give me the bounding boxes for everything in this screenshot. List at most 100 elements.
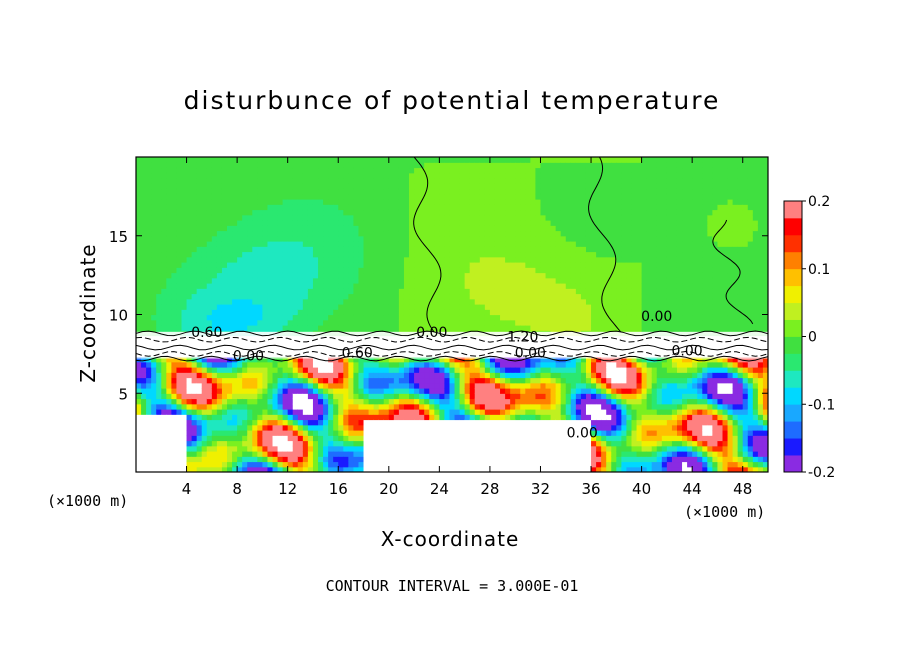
heatmap-cell xyxy=(444,388,451,394)
heatmap-cell xyxy=(237,361,243,368)
heatmap-cell xyxy=(141,403,147,410)
heatmap-cell xyxy=(449,272,456,279)
heatmap-cell xyxy=(378,293,385,300)
heatmap-cell xyxy=(237,304,243,310)
heatmap-cell xyxy=(353,377,360,384)
heatmap-cell xyxy=(297,325,304,331)
heatmap-cell xyxy=(252,251,258,258)
heatmap-cell xyxy=(403,251,410,258)
heatmap-cell xyxy=(227,367,233,373)
heatmap-cell xyxy=(530,382,537,389)
heatmap-cell xyxy=(227,283,233,289)
heatmap-cell xyxy=(403,356,410,363)
heatmap-cell xyxy=(252,288,258,295)
heatmap-cell xyxy=(520,403,526,410)
heatmap-cell xyxy=(181,424,188,431)
heatmap-cell xyxy=(540,424,547,431)
heatmap-cell xyxy=(444,367,451,373)
heatmap-cell xyxy=(414,451,420,457)
heatmap-cell xyxy=(211,167,218,174)
heatmap-cell xyxy=(403,430,410,436)
heatmap-cell xyxy=(166,167,172,174)
heatmap-cell xyxy=(449,325,456,331)
heatmap-cell xyxy=(530,445,537,452)
heatmap-cell xyxy=(171,188,178,195)
heatmap-cell xyxy=(530,256,537,263)
heatmap-cell xyxy=(454,445,461,452)
heatmap-cell xyxy=(388,267,395,274)
heatmap-cell xyxy=(232,256,238,263)
heatmap-cell xyxy=(489,409,496,415)
heatmap-cell xyxy=(338,167,344,174)
heatmap-cell xyxy=(500,377,506,384)
heatmap-cell xyxy=(146,283,152,289)
heatmap-cell xyxy=(479,440,486,447)
heatmap-cell xyxy=(262,298,269,305)
heatmap-cell xyxy=(151,398,157,405)
heatmap-cell xyxy=(525,409,531,415)
heatmap-cell xyxy=(302,251,309,258)
heatmap-cell xyxy=(282,435,289,442)
heatmap-cell xyxy=(550,382,557,389)
heatmap-cell xyxy=(181,466,188,472)
heatmap-cell xyxy=(383,283,390,289)
heatmap-cell xyxy=(196,377,203,384)
heatmap-cell xyxy=(166,388,172,394)
heatmap-cell xyxy=(348,414,355,421)
heatmap-cell xyxy=(449,230,456,237)
heatmap-cell xyxy=(398,451,405,457)
heatmap-cell xyxy=(166,456,172,463)
heatmap-cell xyxy=(414,241,420,247)
heatmap-cell xyxy=(525,445,531,452)
heatmap-cell xyxy=(454,188,461,195)
heatmap-cell xyxy=(434,414,440,421)
heatmap-cell xyxy=(424,209,430,216)
heatmap-cell xyxy=(525,367,531,373)
heatmap-cell xyxy=(151,183,157,190)
heatmap-cell xyxy=(505,230,511,237)
heatmap-cell xyxy=(373,204,380,211)
heatmap-cell xyxy=(221,382,228,389)
heatmap-cell xyxy=(353,367,360,373)
heatmap-cell xyxy=(312,293,319,300)
heatmap-cell xyxy=(292,262,299,268)
heatmap-cell xyxy=(363,304,370,310)
heatmap-cell xyxy=(368,199,375,205)
heatmap-cell xyxy=(292,367,299,373)
heatmap-cell xyxy=(267,466,274,472)
heatmap-cell xyxy=(409,209,415,216)
heatmap-cell xyxy=(393,445,400,452)
heatmap-cell xyxy=(237,293,243,300)
heatmap-cell xyxy=(171,377,178,384)
heatmap-cell xyxy=(136,325,142,331)
heatmap-cell xyxy=(186,398,193,405)
heatmap-cell xyxy=(328,183,334,190)
heatmap-cell xyxy=(191,382,198,389)
heatmap-cell xyxy=(216,314,223,321)
heatmap-cell xyxy=(464,356,471,363)
heatmap-cell xyxy=(545,157,552,163)
heatmap-cell xyxy=(186,209,193,216)
heatmap-cell xyxy=(232,304,238,310)
heatmap-cell xyxy=(287,388,294,394)
heatmap-cell xyxy=(247,193,253,200)
heatmap-cell xyxy=(196,178,203,184)
heatmap-cell xyxy=(211,272,218,279)
heatmap-cell xyxy=(277,304,284,310)
heatmap-cell xyxy=(520,283,526,289)
heatmap-cell xyxy=(262,199,269,205)
heatmap-cell xyxy=(196,466,203,472)
heatmap-cell xyxy=(469,466,476,472)
heatmap-cell xyxy=(307,451,314,457)
heatmap-cell xyxy=(550,167,557,174)
heatmap-cell xyxy=(216,235,223,242)
heatmap-cell xyxy=(297,367,304,373)
heatmap-cell xyxy=(363,388,370,394)
heatmap-cell xyxy=(338,319,344,326)
heatmap-cell xyxy=(469,372,476,379)
heatmap-cell xyxy=(297,172,304,179)
heatmap-cell xyxy=(444,246,451,253)
heatmap-cell xyxy=(221,398,228,405)
heatmap-cell xyxy=(176,209,183,216)
heatmap-cell xyxy=(545,214,552,221)
